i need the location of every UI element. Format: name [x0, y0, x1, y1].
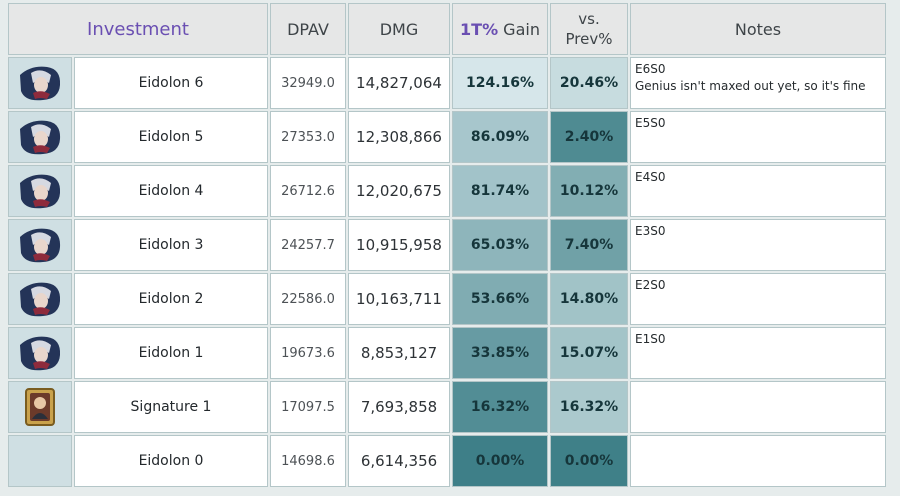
- header-vs-line2: Prev%: [565, 30, 613, 48]
- investment-name: Signature 1: [74, 381, 268, 433]
- gain-value: 86.09%: [452, 111, 548, 163]
- investment-name: Eidolon 5: [74, 111, 268, 163]
- dmg-value: 8,853,127: [348, 327, 450, 379]
- header-gain-accent: 1T%: [460, 19, 499, 39]
- notes-cell: E5S0: [630, 111, 886, 163]
- dmg-value: 10,163,711: [348, 273, 450, 325]
- dmg-value: 6,614,356: [348, 435, 450, 487]
- dmg-value: 12,020,675: [348, 165, 450, 217]
- dmg-value: 12,308,866: [348, 111, 450, 163]
- gain-value: 0.00%: [452, 435, 548, 487]
- table-row: Eidolon 6 32949.0 14,827,064 124.16% 20.46% E…: [8, 57, 886, 109]
- note-line: E6S0: [635, 62, 666, 76]
- notes-cell: E4S0: [630, 165, 886, 217]
- table-row: Eidolon 4 26712.6 12,020,675 81.74% 10.12% E4…: [8, 165, 886, 217]
- header-notes: Notes: [630, 3, 886, 55]
- notes-cell: E2S0: [630, 273, 886, 325]
- dmg-value: 7,693,858: [348, 381, 450, 433]
- character-portrait-icon: [8, 57, 72, 109]
- eidolon-comparison-table: Investment DPAV DMG 1T% Gain vs. Prev% No…: [6, 1, 888, 489]
- notes-cell: E1S0: [630, 327, 886, 379]
- header-dpav: DPAV: [270, 3, 346, 55]
- dpav-value: 27353.0: [270, 111, 346, 163]
- gain-value: 33.85%: [452, 327, 548, 379]
- header-dmg: DMG: [348, 3, 450, 55]
- table-row: Eidolon 3 24257.7 10,915,958 65.03% 7.40% E3S…: [8, 219, 886, 271]
- dpav-value: 22586.0: [270, 273, 346, 325]
- table-row: Eidolon 5 27353.0 12,308,866 86.09% 2.40% E5S…: [8, 111, 886, 163]
- vs-prev-value: 14.80%: [550, 273, 628, 325]
- header-vs-prev: vs. Prev%: [550, 3, 628, 55]
- avatar-cell: [8, 435, 72, 487]
- vs-prev-value: 7.40%: [550, 219, 628, 271]
- investment-name: Eidolon 2: [74, 273, 268, 325]
- investment-name: Eidolon 4: [74, 165, 268, 217]
- table-row: Eidolon 2 22586.0 10,163,711 53.66% 14.80% E2…: [8, 273, 886, 325]
- note-line: E1S0: [635, 332, 666, 346]
- dpav-value: 32949.0: [270, 57, 346, 109]
- notes-cell: [630, 381, 886, 433]
- header-row: Investment DPAV DMG 1T% Gain vs. Prev% No…: [8, 3, 886, 55]
- character-portrait-icon: [8, 273, 72, 325]
- notes-cell: E3S0: [630, 219, 886, 271]
- table-row: Signature 1 17097.5 7,693,858 16.32% 16.32%: [8, 381, 886, 433]
- investment-name: Eidolon 6: [74, 57, 268, 109]
- gain-value: 16.32%: [452, 381, 548, 433]
- character-portrait-icon: [8, 111, 72, 163]
- vs-prev-value: 16.32%: [550, 381, 628, 433]
- character-portrait-icon: [8, 165, 72, 217]
- dpav-value: 19673.6: [270, 327, 346, 379]
- header-gain-label: Gain: [498, 19, 540, 39]
- investment-name: Eidolon 3: [74, 219, 268, 271]
- notes-cell: [630, 435, 886, 487]
- character-portrait-icon: [8, 219, 72, 271]
- dpav-value: 14698.6: [270, 435, 346, 487]
- note-line: E4S0: [635, 170, 666, 184]
- vs-prev-value: 15.07%: [550, 327, 628, 379]
- gain-value: 65.03%: [452, 219, 548, 271]
- vs-prev-value: 2.40%: [550, 111, 628, 163]
- investment-name: Eidolon 1: [74, 327, 268, 379]
- dpav-value: 26712.6: [270, 165, 346, 217]
- note-line: Genius isn't maxed out yet, so it's fine: [635, 79, 866, 93]
- dmg-value: 10,915,958: [348, 219, 450, 271]
- note-line: E2S0: [635, 278, 666, 292]
- note-line: E3S0: [635, 224, 666, 238]
- vs-prev-value: 20.46%: [550, 57, 628, 109]
- gain-value: 53.66%: [452, 273, 548, 325]
- header-investment: Investment: [8, 3, 268, 55]
- gain-value: 124.16%: [452, 57, 548, 109]
- character-portrait-icon: [8, 327, 72, 379]
- vs-prev-value: 0.00%: [550, 435, 628, 487]
- table-row: Eidolon 0 14698.6 6,614,356 0.00% 0.00%: [8, 435, 886, 487]
- header-vs-line1: vs.: [578, 10, 600, 28]
- dmg-value: 14,827,064: [348, 57, 450, 109]
- notes-cell: E6S0 Genius isn't maxed out yet, so it's …: [630, 57, 886, 109]
- gain-value: 81.74%: [452, 165, 548, 217]
- light-cone-card-icon: [8, 381, 72, 433]
- note-line: E5S0: [635, 116, 666, 130]
- dpav-value: 17097.5: [270, 381, 346, 433]
- table-row: Eidolon 1 19673.6 8,853,127 33.85% 15.07% E1S…: [8, 327, 886, 379]
- investment-name: Eidolon 0: [74, 435, 268, 487]
- dpav-value: 24257.7: [270, 219, 346, 271]
- header-gain: 1T% Gain: [452, 3, 548, 55]
- vs-prev-value: 10.12%: [550, 165, 628, 217]
